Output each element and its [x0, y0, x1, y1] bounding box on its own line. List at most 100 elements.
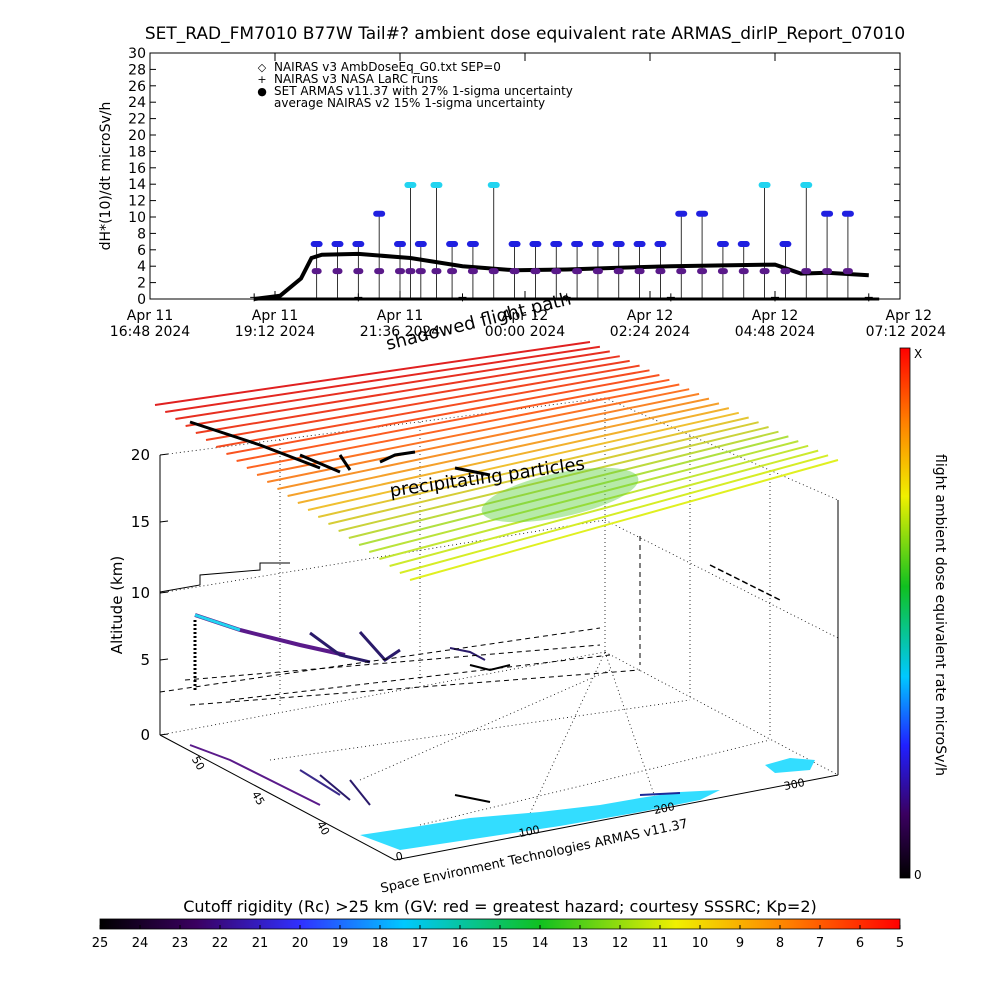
colorbar-tick-label: 17 — [412, 936, 429, 951]
x-tick-label-date: Apr 12 — [752, 308, 798, 324]
series-point-low — [509, 268, 520, 275]
x-tick-label-time: 07:12 2024 — [866, 324, 947, 340]
colorbar-tick-label: 23 — [172, 936, 189, 951]
shell-line — [368, 440, 799, 553]
series-point-low — [697, 268, 708, 275]
box-edges — [159, 455, 839, 861]
colorbar-tick-label: 8 — [776, 936, 784, 951]
shell-green-patch — [481, 467, 639, 523]
bottom-colorbar: Cutoff rigidity (Rc) >25 km (GV: red = g… — [92, 897, 904, 951]
series-point-low — [374, 268, 385, 275]
shadowed-flight-path-projection — [189, 744, 681, 806]
series-point-low — [592, 268, 603, 275]
bottom-colorbar-ticks: 25 24 23 22 21 20 19 18 17 16 15 14 13 12 11 10 9 8 7 6 5 — [92, 925, 904, 951]
legend-entry: SET ARMAS v11.37 with 27% 1-sigma uncert… — [274, 84, 573, 98]
series-point — [696, 210, 709, 217]
shadowed-flight-path — [189, 420, 491, 477]
right-colorbar-bottom-label: 0 — [914, 868, 922, 882]
series-point-low — [655, 268, 666, 275]
shell-line — [165, 345, 601, 413]
dose-rate-shell — [154, 341, 839, 581]
series-point — [550, 241, 563, 248]
series-plus-point — [250, 293, 259, 302]
bottom-colorbar-label: Cutoff rigidity (Rc) >25 km (GV: red = g… — [183, 897, 817, 916]
series-point — [800, 182, 813, 189]
y-tick-label: 16 — [128, 161, 146, 177]
legend-symbol: + — [257, 73, 266, 86]
series-point-low — [822, 268, 833, 275]
series-point — [716, 241, 729, 248]
series-point — [841, 210, 854, 217]
three-d-plot: 0 5 10 15 20 Altitude (km) — [108, 288, 839, 897]
x-tick-label-time: 19:12 2024 — [235, 324, 316, 340]
shell-line — [246, 383, 680, 469]
z-tick-mark — [159, 658, 169, 661]
right-colorbar-gradient — [899, 347, 911, 879]
colorbar-tick-label: 6 — [856, 936, 864, 951]
shell-line — [195, 359, 630, 434]
right-colorbar: X 0 flight ambient dose equivalent rate … — [899, 347, 948, 882]
series-point — [373, 210, 386, 217]
series-point — [331, 241, 344, 248]
shell-line — [267, 392, 700, 483]
shell-line — [358, 435, 789, 546]
shell-line — [287, 402, 720, 497]
legend-symbol: ● — [257, 85, 267, 98]
x-tick-label-date: Apr 11 — [377, 308, 423, 324]
y-tick-label: 24 — [128, 95, 146, 111]
y-tick-label: 28 — [128, 62, 146, 78]
series-point-low — [405, 268, 416, 275]
right-colorbar-label: flight ambient dose equivalent rate micr… — [932, 454, 948, 776]
y-tick-label: 22 — [128, 112, 146, 128]
lat-tick: 50 — [189, 754, 207, 773]
legend-entry: average NAIRAS v2 15% 1-sigma uncertaint… — [274, 96, 545, 110]
lat-tick: 40 — [314, 819, 332, 838]
series-point-low — [759, 268, 770, 275]
series-point-low — [431, 268, 442, 275]
colorbar-tick-label: 25 — [92, 936, 109, 951]
z-tick-label: 20 — [131, 446, 150, 464]
box-gridlines — [159, 397, 839, 836]
lon-tick: 300 — [783, 776, 806, 793]
series-2 — [310, 182, 854, 299]
z-axis-ticks: 0 5 10 15 20 — [131, 446, 169, 744]
shell-line — [379, 444, 809, 560]
shell-line — [226, 374, 660, 455]
series-point-low — [613, 268, 624, 275]
x-tick-label-date: Apr 12 — [627, 308, 673, 324]
z-tick-mark — [159, 733, 169, 736]
z-axis-label: Altitude (km) — [108, 556, 126, 654]
z-tick-label: 5 — [140, 651, 150, 669]
z-tick-label: 10 — [131, 584, 150, 602]
shell-line — [175, 350, 610, 420]
x-tick-label-date: Apr 11 — [252, 308, 298, 324]
lat-tick: 45 — [249, 789, 267, 808]
series-point-low — [717, 268, 728, 275]
series-point — [310, 241, 323, 248]
lon-tick: 100 — [518, 823, 541, 840]
series-point — [758, 182, 771, 189]
series-point-low — [467, 268, 478, 275]
series-point-low — [530, 268, 541, 275]
shell-line — [236, 378, 670, 462]
colorbar-tick-label: 13 — [572, 936, 589, 951]
shell-line — [348, 430, 779, 539]
series-point-low — [842, 268, 853, 275]
floor-shadow-segment — [454, 794, 491, 803]
floor-shadow-segment — [299, 769, 341, 796]
legend-symbol: ◇ — [258, 61, 267, 74]
series-point — [591, 241, 604, 248]
series-point — [571, 241, 584, 248]
series-point-low — [311, 268, 322, 275]
shell-line — [297, 407, 730, 504]
floor-axis-ticks: 50 45 40 0 100 200 300 — [189, 754, 806, 864]
series-point — [737, 241, 750, 248]
x-tick-label-time: 16:48 2024 — [110, 324, 191, 340]
y-tick-label: 10 — [128, 210, 146, 226]
legend-entry: NAIRAS v3 AmbDoseEq_G0.txt SEP=0 — [274, 60, 501, 74]
flight-track — [159, 536, 781, 706]
colorbar-tick-label: 21 — [252, 936, 269, 951]
shell-line — [389, 449, 819, 567]
